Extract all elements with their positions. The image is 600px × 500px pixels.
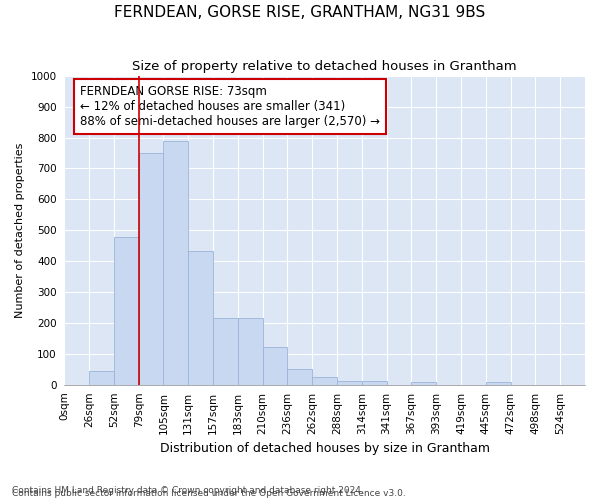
Bar xyxy=(337,380,362,386)
Bar xyxy=(312,376,337,386)
Text: Contains public sector information licensed under the Open Government Licence v3: Contains public sector information licen… xyxy=(12,488,406,498)
Bar xyxy=(163,140,188,386)
Title: Size of property relative to detached houses in Grantham: Size of property relative to detached ho… xyxy=(133,60,517,73)
Bar xyxy=(238,318,263,386)
Bar xyxy=(89,372,114,386)
Bar xyxy=(412,382,436,386)
Bar xyxy=(263,346,287,386)
X-axis label: Distribution of detached houses by size in Grantham: Distribution of detached houses by size … xyxy=(160,442,490,455)
Bar xyxy=(486,382,511,386)
Bar xyxy=(139,153,163,386)
Bar xyxy=(287,369,312,386)
Bar xyxy=(213,318,238,386)
Bar xyxy=(362,380,386,386)
Y-axis label: Number of detached properties: Number of detached properties xyxy=(15,142,25,318)
Text: Contains HM Land Registry data © Crown copyright and database right 2024.: Contains HM Land Registry data © Crown c… xyxy=(12,486,364,495)
Bar xyxy=(114,236,139,386)
Text: FERNDEAN GORSE RISE: 73sqm
← 12% of detached houses are smaller (341)
88% of sem: FERNDEAN GORSE RISE: 73sqm ← 12% of deta… xyxy=(80,85,380,128)
Text: FERNDEAN, GORSE RISE, GRANTHAM, NG31 9BS: FERNDEAN, GORSE RISE, GRANTHAM, NG31 9BS xyxy=(115,5,485,20)
Bar xyxy=(188,250,213,386)
